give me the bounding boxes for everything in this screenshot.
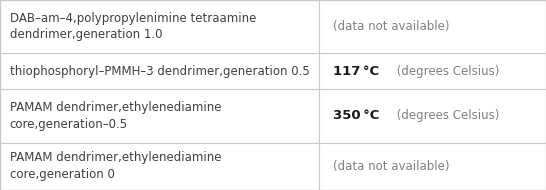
Text: PAMAM dendrimer,ethylenediamine
core,generation 0: PAMAM dendrimer,ethylenediamine core,gen… bbox=[10, 151, 221, 181]
Text: (degrees Celsius): (degrees Celsius) bbox=[393, 65, 499, 78]
Text: 117 °C: 117 °C bbox=[333, 65, 379, 78]
Text: 350 °C: 350 °C bbox=[333, 109, 379, 122]
Text: (data not available): (data not available) bbox=[333, 160, 449, 173]
Text: (degrees Celsius): (degrees Celsius) bbox=[393, 109, 499, 122]
Text: PAMAM dendrimer,ethylenediamine
core,generation–0.5: PAMAM dendrimer,ethylenediamine core,gen… bbox=[10, 101, 221, 131]
Text: DAB–am–4,polypropylenimine tetraamine
dendrimer,generation 1.0: DAB–am–4,polypropylenimine tetraamine de… bbox=[10, 12, 256, 41]
Text: thiophosphoryl–PMMH–3 dendrimer,generation 0.5: thiophosphoryl–PMMH–3 dendrimer,generati… bbox=[10, 65, 310, 78]
Text: (data not available): (data not available) bbox=[333, 20, 449, 33]
